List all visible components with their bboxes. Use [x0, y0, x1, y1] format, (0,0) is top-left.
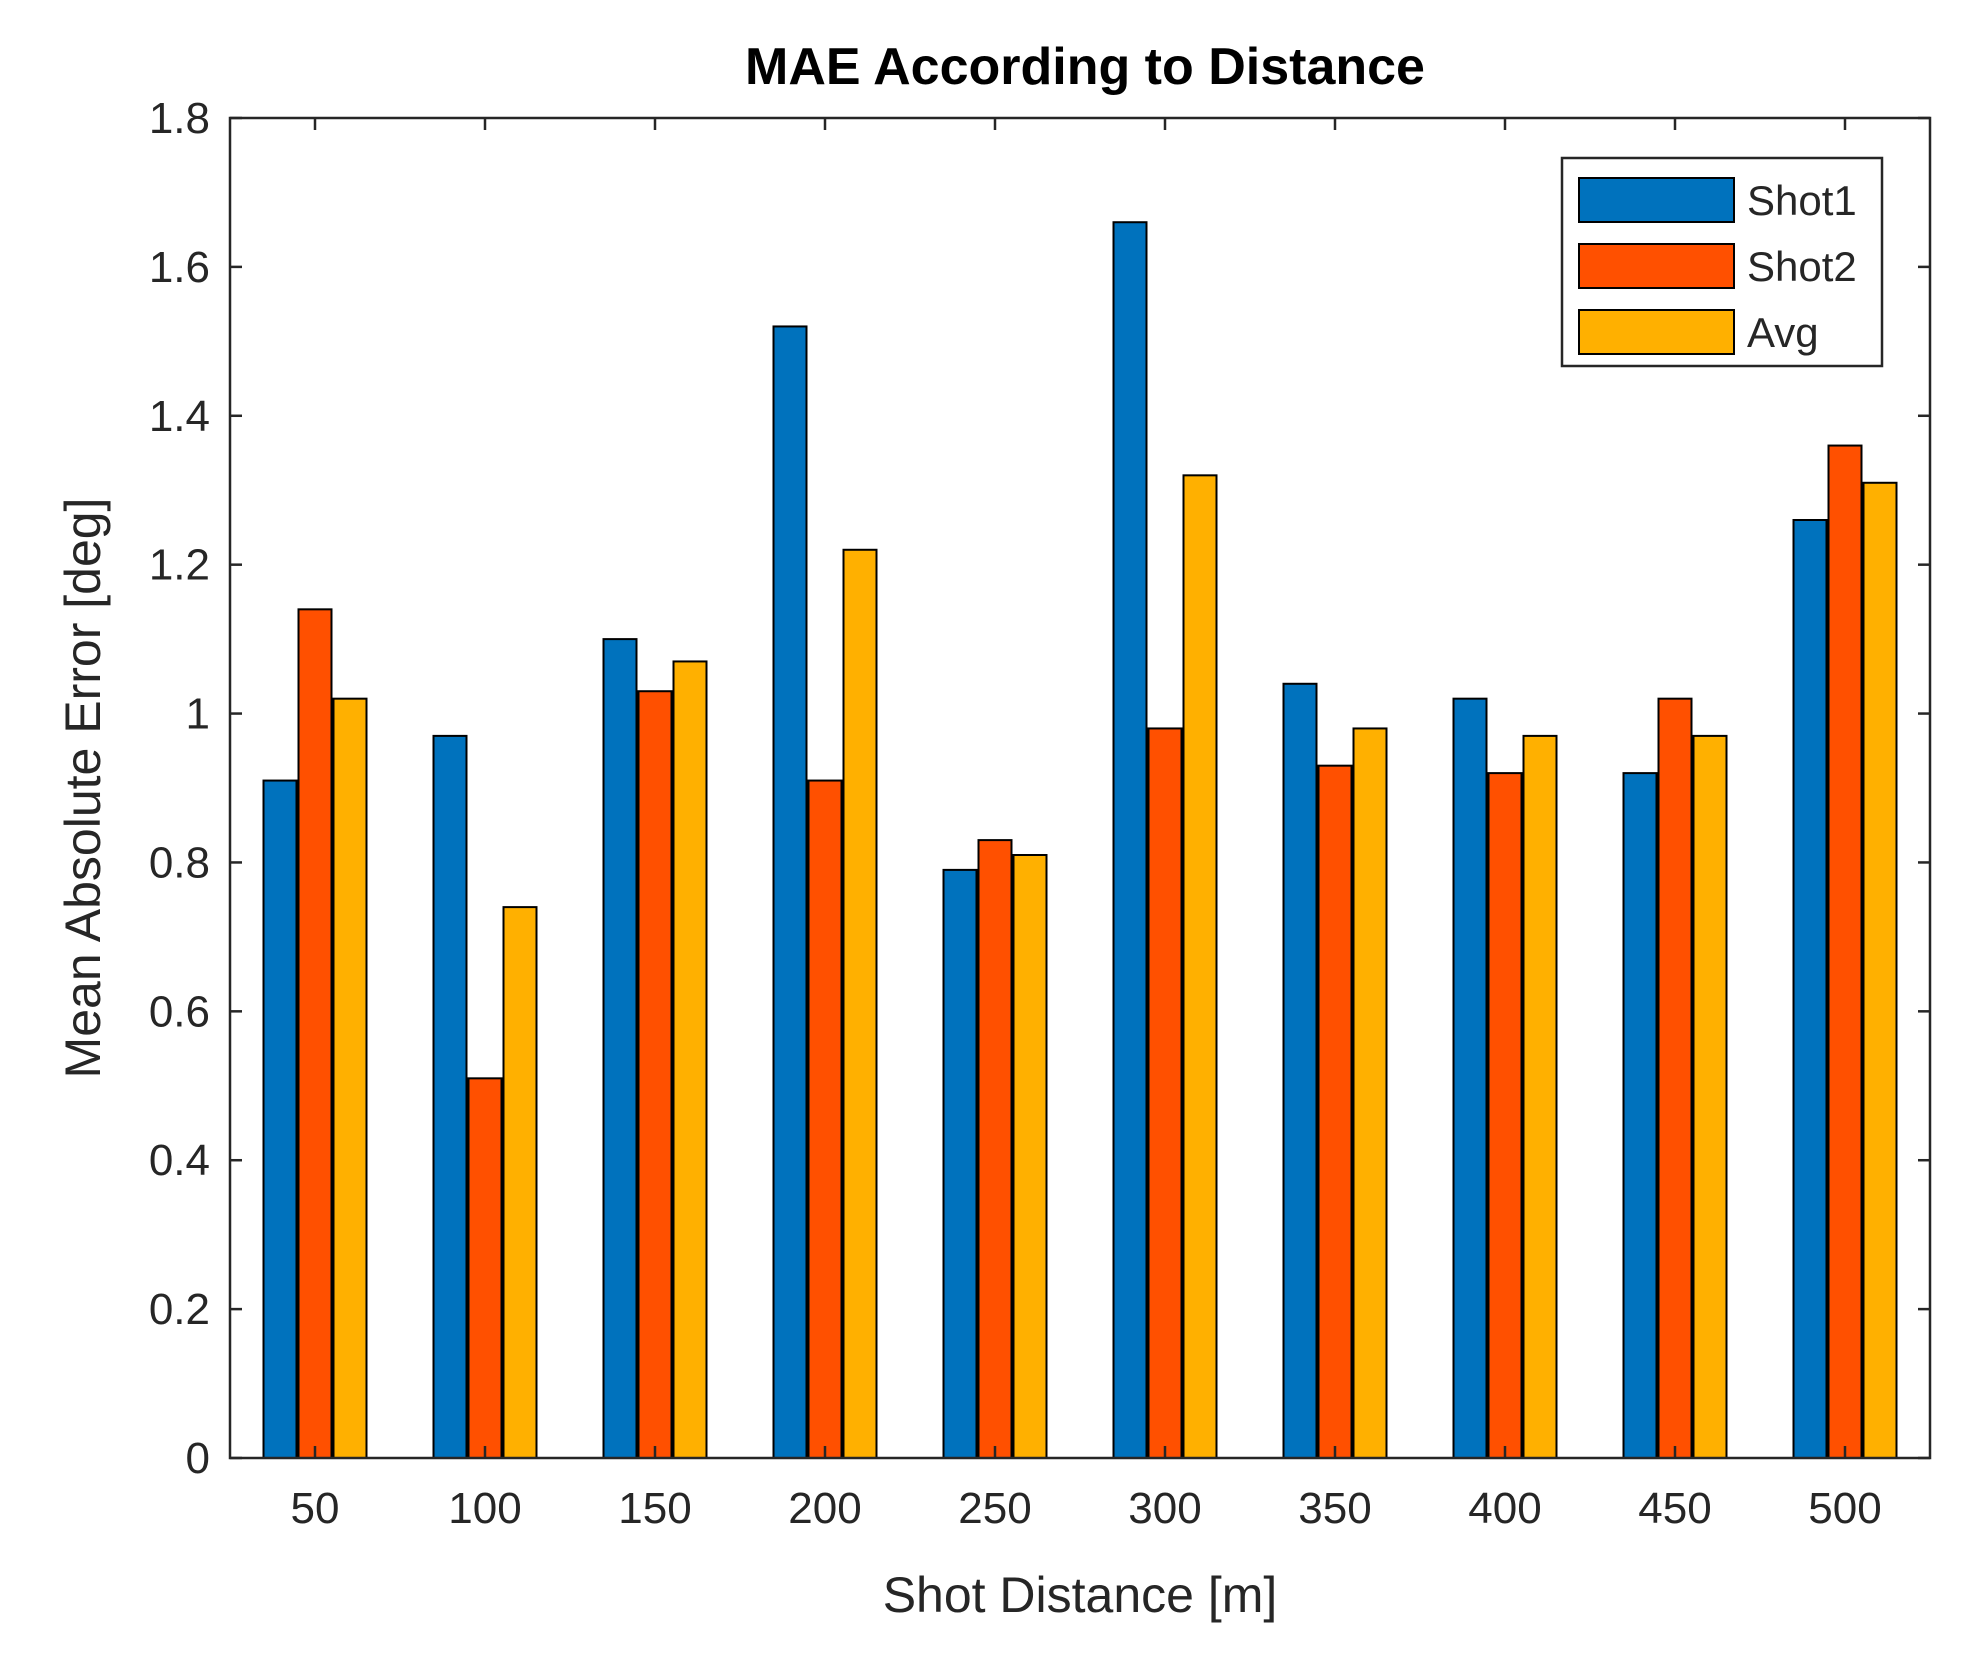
bar-shot2-350: [1317, 764, 1353, 1459]
legend-label-shot2: Shot2: [1747, 243, 1857, 290]
legend-swatch-shot1: [1578, 177, 1735, 223]
plot-frame: [228, 116, 1932, 1460]
y-tick-label: 0.4: [149, 1136, 210, 1185]
axes-layer: 0 0.2 0.4 0.6 0.8 1 1.2 1.4 1.6 1.8 50 100 150 200 250…: [149, 94, 1930, 1533]
bar-shot1-100: [432, 734, 468, 1459]
y-tick-label: 1: [186, 690, 210, 739]
bar-avg-150: [672, 660, 708, 1459]
x-tick-label: 250: [958, 1484, 1031, 1533]
bar-avg-50: [332, 697, 368, 1459]
bar-shot2-50: [297, 608, 333, 1459]
legend-label-shot1: Shot1: [1747, 177, 1857, 224]
y-tick-label: 1.2: [149, 541, 210, 590]
x-axis-title: Shot Distance [m]: [883, 1567, 1278, 1623]
bar-avg-100: [502, 906, 538, 1459]
x-tick-label: 450: [1638, 1484, 1711, 1533]
y-tick-label: 0: [186, 1434, 210, 1483]
bar-shot1-400: [1452, 697, 1488, 1459]
legend-swatch-avg: [1578, 309, 1735, 355]
bar-avg-300: [1182, 474, 1218, 1460]
chart-title: MAE According to Distance: [745, 38, 1425, 96]
bar-avg-450: [1692, 734, 1728, 1459]
y-axis-title: Mean Absolute Error [deg]: [55, 498, 111, 1079]
bar-shot1-200: [772, 325, 808, 1459]
y-tick-label: 1.8: [149, 94, 210, 143]
x-tick-label: 100: [448, 1484, 521, 1533]
legend: Shot1 Shot2 Avg: [1560, 156, 1884, 368]
x-tick-label: 300: [1128, 1484, 1201, 1533]
bar-shot1-500: [1792, 519, 1828, 1459]
bar-shot2-300: [1147, 727, 1183, 1459]
x-tick-label: 500: [1808, 1484, 1881, 1533]
bar-shot1-300: [1112, 221, 1148, 1460]
legend-label-avg: Avg: [1747, 309, 1819, 356]
y-tick-label: 1.6: [149, 243, 210, 292]
bar-avg-400: [1522, 734, 1558, 1459]
bar-shot2-100: [467, 1077, 503, 1460]
bar-shot1-250: [942, 868, 978, 1459]
bar-shot2-400: [1487, 772, 1523, 1459]
bar-shot2-500: [1827, 444, 1863, 1459]
bar-avg-350: [1352, 727, 1388, 1459]
bar-avg-250: [1012, 854, 1048, 1459]
bar-shot1-350: [1282, 682, 1318, 1459]
bar-shot1-50: [262, 779, 298, 1459]
y-tick-label: 1.4: [149, 392, 210, 441]
bar-shot1-450: [1622, 772, 1658, 1459]
bars-layer: [262, 221, 1898, 1460]
x-tick-label: 50: [291, 1484, 340, 1533]
y-tick-label: 0.2: [149, 1285, 210, 1334]
x-tick-label: 400: [1468, 1484, 1541, 1533]
bar-shot2-150: [637, 690, 673, 1459]
legend-swatch-shot2: [1578, 243, 1735, 289]
bar-shot1-150: [602, 638, 638, 1459]
bar-shot2-200: [807, 779, 843, 1459]
y-tick-label: 0.8: [149, 838, 210, 887]
x-tick-label: 200: [788, 1484, 861, 1533]
y-tick-label: 0.6: [149, 987, 210, 1036]
bar-shot2-250: [977, 839, 1013, 1459]
x-tick-label: 350: [1298, 1484, 1371, 1533]
x-tick-label: 150: [618, 1484, 691, 1533]
bar-avg-500: [1862, 481, 1898, 1459]
bar-avg-200: [842, 548, 878, 1459]
bar-shot2-450: [1657, 697, 1693, 1459]
